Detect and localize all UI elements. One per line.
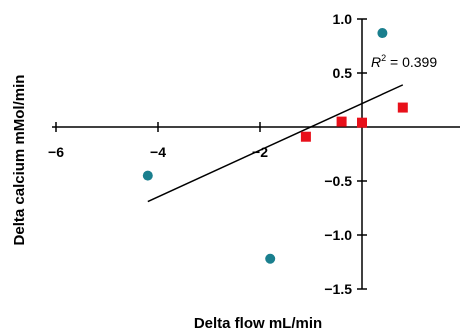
square-data-point bbox=[357, 117, 367, 128]
tick-labels: −6−4−221.00.5−0.5−1.0−1.5 bbox=[48, 11, 353, 297]
square-data-point bbox=[300, 131, 311, 142]
circle-data-point bbox=[377, 28, 388, 39]
x-tick-label: −4 bbox=[150, 144, 166, 160]
circle-data-point bbox=[142, 170, 153, 181]
y-tick-label: −1.5 bbox=[324, 281, 352, 297]
circle-data-point bbox=[265, 253, 276, 264]
data-points bbox=[142, 28, 408, 264]
r-symbol: R bbox=[371, 54, 381, 70]
y-axis-title: Delta calcium mMol/min bbox=[11, 75, 28, 246]
r-squared-annotation: R2 = 0.399 bbox=[371, 53, 437, 70]
y-tick-label: 0.5 bbox=[333, 65, 353, 81]
r-value: = 0.399 bbox=[386, 54, 437, 70]
x-axis-title: Delta flow mL/min bbox=[194, 315, 322, 332]
y-tick-label: 1.0 bbox=[333, 11, 353, 27]
trendline bbox=[147, 84, 404, 203]
square-data-point bbox=[397, 102, 408, 113]
r-superscript: 2 bbox=[381, 53, 386, 63]
square-data-point bbox=[336, 116, 347, 127]
trendline-group bbox=[147, 84, 404, 203]
y-tick-label: −0.5 bbox=[324, 173, 352, 189]
x-tick-label: −6 bbox=[48, 144, 64, 160]
y-tick-label: −1.0 bbox=[324, 227, 352, 243]
chart-axes bbox=[52, 18, 460, 290]
